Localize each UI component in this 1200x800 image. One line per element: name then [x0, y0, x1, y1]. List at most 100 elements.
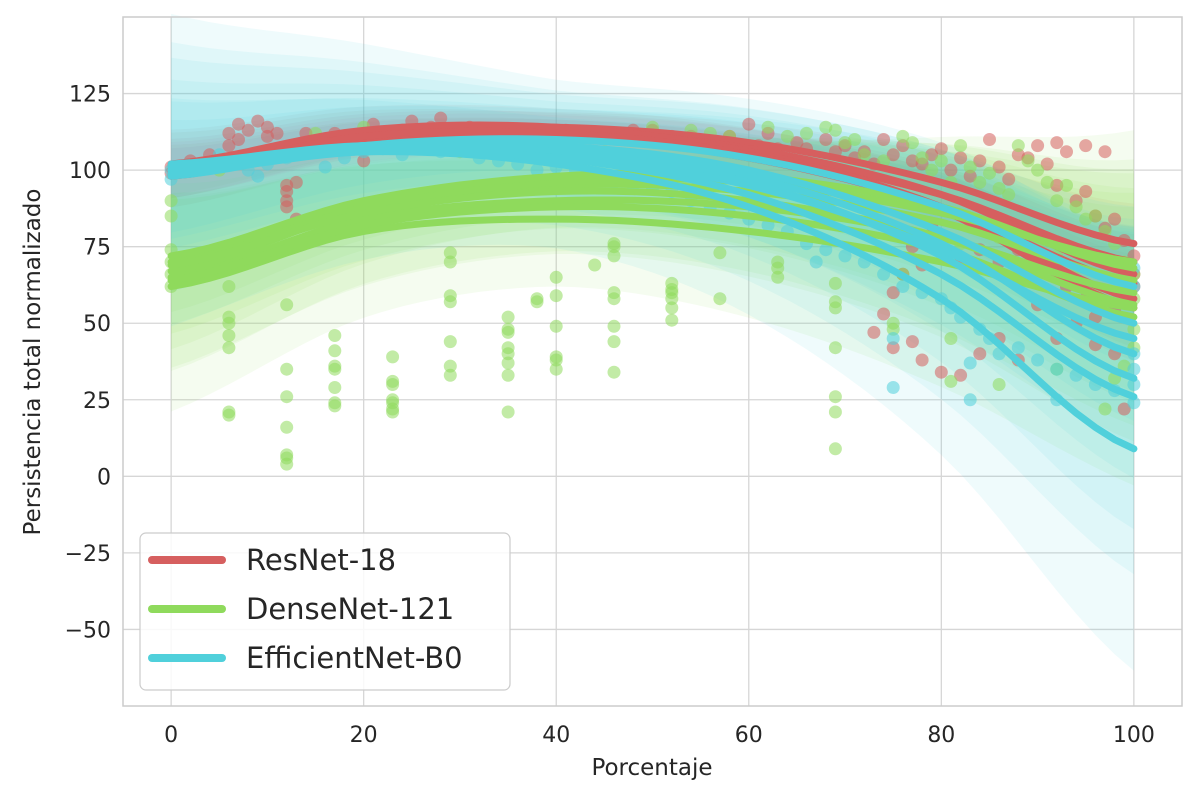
data-point: [1031, 139, 1045, 153]
data-point: [1127, 322, 1141, 336]
plot-frame: [122, 16, 1183, 707]
data-point: [934, 142, 948, 156]
data-point: [886, 332, 900, 345]
data-point: [780, 129, 794, 143]
legend-label: EfficientNet-B0: [246, 641, 463, 675]
data-point: [280, 390, 294, 404]
data-point: [289, 175, 303, 189]
data-point: [1060, 145, 1073, 159]
legend-label: ResNet-18: [246, 543, 396, 577]
data-point: [771, 270, 785, 284]
y-tick-label: 75: [83, 236, 111, 261]
data-point: [742, 117, 756, 131]
data-point: [222, 408, 236, 422]
x-tick-label: 60: [735, 723, 763, 748]
data-point: [549, 319, 563, 333]
data-point: [222, 139, 236, 153]
data-point: [549, 289, 563, 303]
data-point: [1050, 362, 1064, 376]
data-point: [222, 316, 236, 330]
data-point: [819, 243, 833, 257]
data-point: [886, 381, 900, 394]
data-point: [241, 123, 255, 137]
data-point: [1079, 185, 1093, 198]
data-point: [501, 325, 515, 339]
legend-box: [139, 532, 511, 691]
data-point: [280, 457, 294, 471]
x-tick-label: 80: [927, 723, 955, 748]
x-tick-label: 100: [1113, 723, 1155, 748]
data-point: [280, 420, 294, 434]
data-point: [1127, 396, 1141, 410]
data-point: [828, 390, 842, 404]
data-point: [222, 280, 236, 293]
data-point: [501, 347, 515, 361]
data-point: [588, 258, 602, 272]
x-axis-label: Porcentaje: [591, 755, 712, 781]
data-point: [501, 405, 515, 419]
y-tick-label: 100: [69, 159, 111, 184]
fit-line: [167, 127, 1138, 312]
legend: ResNet-18 DenseNet-121 EfficientNet-B0: [139, 532, 511, 691]
data-point: [260, 120, 274, 134]
data-point: [761, 120, 775, 134]
data-point: [944, 163, 958, 177]
data-point: [501, 368, 515, 382]
data-point: [1050, 194, 1064, 208]
data-point: [443, 255, 457, 269]
data-point: [1011, 341, 1025, 355]
data-point: [954, 151, 968, 165]
data-point: [1050, 136, 1064, 150]
data-point: [934, 365, 948, 379]
data-point: [607, 292, 621, 306]
data-point: [828, 341, 842, 355]
data-point: [328, 399, 342, 413]
data-point: [1040, 157, 1054, 171]
data-point: [280, 298, 294, 312]
data-point: [164, 194, 178, 208]
data-point: [1060, 178, 1073, 192]
confidence-band: [171, 113, 1134, 315]
data-point: [270, 126, 284, 140]
data-point: [828, 123, 842, 137]
data-point: [954, 368, 968, 382]
confidence-band: [171, 57, 1134, 530]
data-point: [944, 332, 958, 345]
data-point: [886, 341, 900, 355]
data-point: [386, 405, 400, 419]
x-tick-label: 20: [350, 723, 378, 748]
data-point: [800, 126, 813, 140]
data-point: [886, 322, 900, 336]
data-point: [328, 344, 342, 358]
data-point: [819, 133, 833, 146]
data-point: [954, 139, 968, 153]
data-point: [983, 133, 996, 146]
data-point: [232, 133, 245, 146]
data-point: [1021, 154, 1035, 168]
data-point: [280, 362, 294, 376]
data-point: [386, 350, 400, 364]
data-point: [530, 163, 544, 177]
data-point: [665, 301, 679, 315]
data-point: [501, 356, 515, 370]
data-point: [944, 374, 958, 388]
data-point: [1031, 353, 1045, 367]
data-point: [848, 133, 862, 146]
x-tick-labels: 0 20 40 60 80 100: [164, 723, 1155, 748]
data-point: [983, 166, 996, 180]
data-point: [973, 154, 987, 168]
data-point: [328, 381, 342, 394]
data-point: [1002, 172, 1016, 186]
data-point: [713, 246, 727, 260]
data-point: [838, 249, 852, 263]
data-point: [963, 160, 977, 174]
data-point: [443, 246, 457, 260]
data-point: [1002, 188, 1016, 202]
data-point: [443, 368, 457, 382]
data-point: [867, 325, 881, 339]
y-tick-label: 25: [83, 389, 111, 414]
y-tick-label: 0: [97, 465, 111, 490]
data-point: [963, 356, 977, 370]
data-point: [886, 286, 900, 300]
data-point: [222, 126, 236, 140]
